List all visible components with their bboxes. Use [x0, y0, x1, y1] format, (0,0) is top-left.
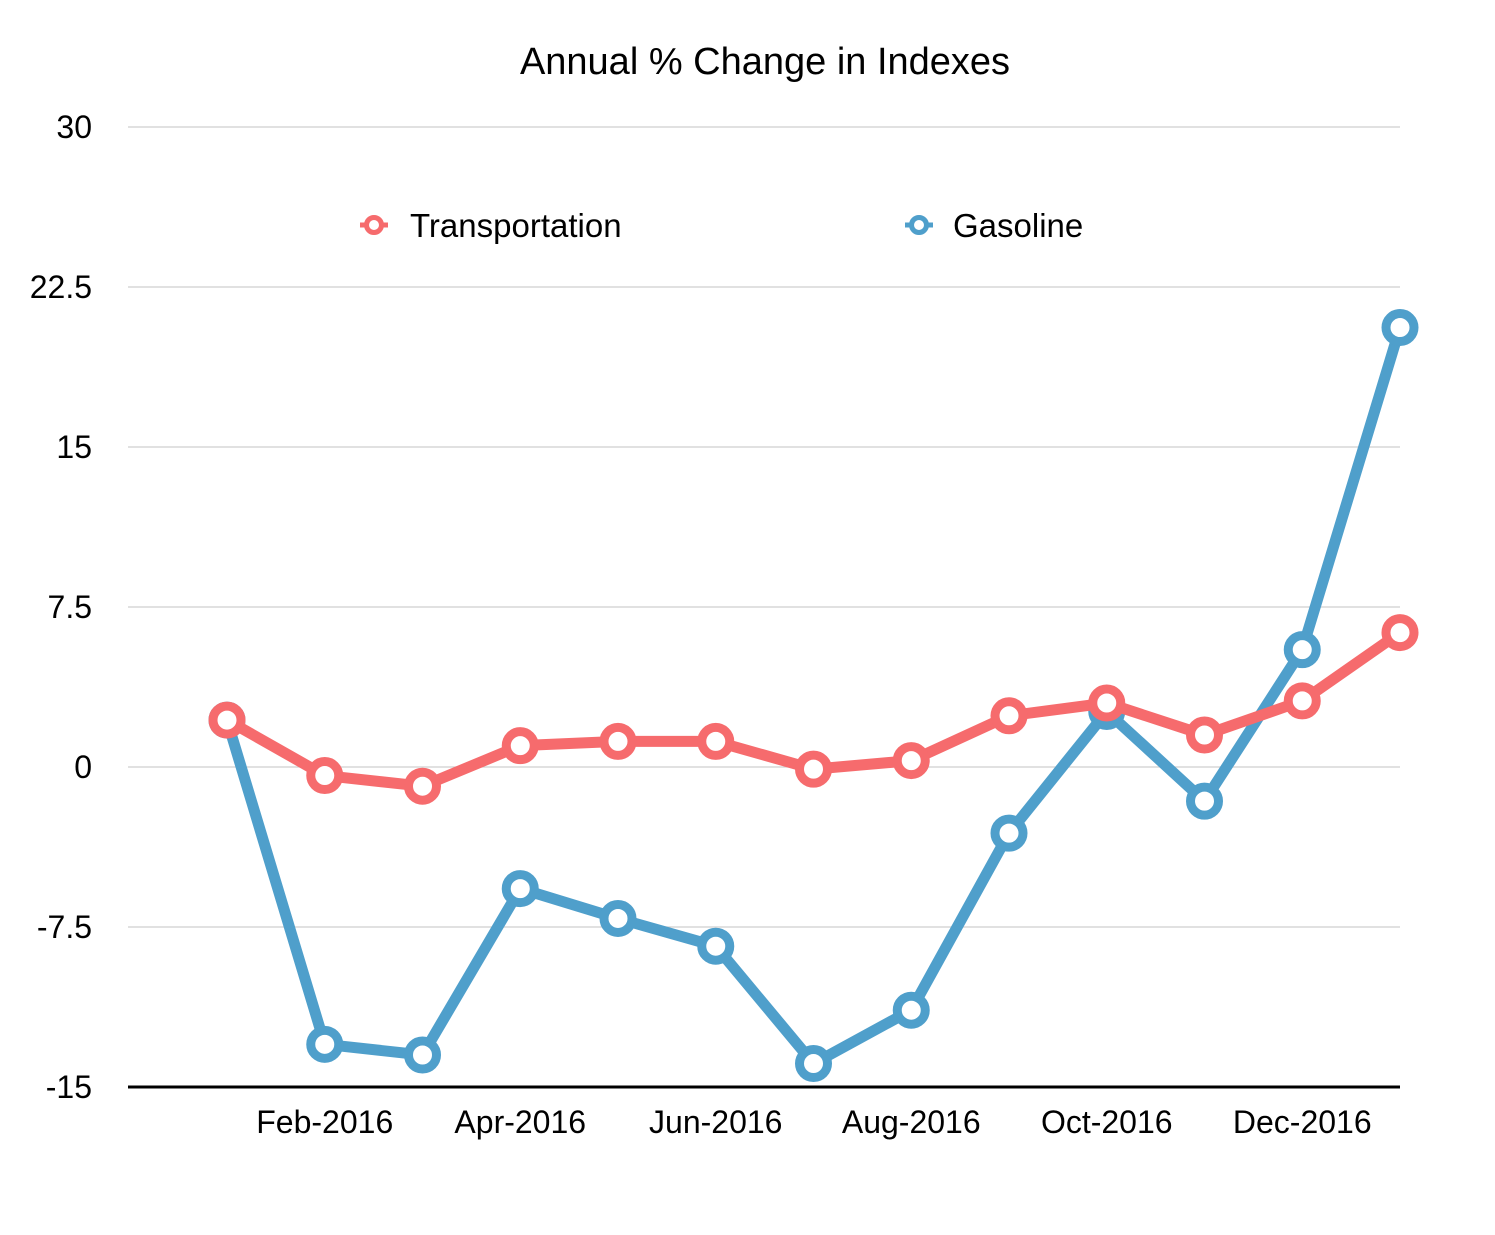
data-point-gasoline	[501, 870, 539, 908]
legend: Transportation Gasoline	[360, 207, 1083, 244]
series-transportation	[208, 614, 1419, 805]
legend-item-transportation: Transportation	[360, 207, 622, 244]
data-point-transportation	[1381, 614, 1419, 652]
data-point-transportation	[306, 757, 344, 795]
data-point-transportation	[1186, 716, 1223, 754]
data-point-gasoline	[1381, 309, 1419, 347]
x-axis-ticks: Feb-2016 Apr-2016 Jun-2016 Aug-2016 Oct-2016…	[256, 1104, 1371, 1140]
data-point-transportation	[404, 767, 441, 805]
data-point-transportation	[892, 742, 930, 780]
series-gasoline	[208, 309, 1419, 1083]
data-point-transportation	[990, 697, 1028, 735]
legend-swatch-marker-transportation	[364, 215, 384, 235]
x-tick-label: Feb-2016	[256, 1104, 393, 1140]
x-tick-label: Apr-2016	[454, 1104, 586, 1140]
data-point-gasoline	[892, 991, 930, 1029]
legend-item-gasoline: Gasoline	[905, 207, 1083, 244]
data-point-gasoline	[306, 1025, 344, 1063]
y-tick-label: 0	[74, 749, 92, 785]
y-axis-ticks: 30 22.5 15 7.5 0 -7.5 -15	[30, 109, 92, 1105]
data-point-gasoline	[1283, 631, 1321, 669]
legend-swatch-marker-gasoline	[909, 215, 929, 235]
x-tick-label: Aug-2016	[842, 1104, 981, 1140]
data-point-transportation	[1283, 682, 1321, 720]
chart-title: Annual % Change in Indexes	[520, 41, 1010, 83]
data-point-gasoline	[404, 1036, 441, 1074]
data-point-gasoline	[697, 927, 735, 965]
series-line-gasoline	[221, 322, 1406, 1070]
data-point-transportation	[795, 750, 832, 788]
data-point-gasoline	[599, 899, 637, 937]
y-tick-label: 15	[56, 429, 92, 465]
x-tick-label: Dec-2016	[1233, 1104, 1372, 1140]
data-point-transportation	[208, 701, 246, 739]
data-point-gasoline	[990, 814, 1028, 852]
y-tick-label: 22.5	[30, 269, 92, 305]
y-tick-label: 7.5	[48, 589, 92, 625]
x-tick-label: Oct-2016	[1041, 1104, 1173, 1140]
data-point-gasoline	[795, 1045, 832, 1083]
data-point-transportation	[599, 722, 637, 760]
y-tick-label: 30	[56, 109, 92, 145]
y-tick-label: -7.5	[37, 909, 92, 945]
legend-label-gasoline: Gasoline	[953, 207, 1083, 244]
data-point-transportation	[1088, 684, 1126, 722]
legend-label-transportation: Transportation	[410, 207, 622, 244]
y-tick-label: -15	[46, 1069, 92, 1105]
data-point-transportation	[501, 727, 539, 765]
data-point-gasoline	[1186, 782, 1223, 820]
data-point-transportation	[697, 722, 735, 760]
x-tick-label: Jun-2016	[649, 1104, 782, 1140]
